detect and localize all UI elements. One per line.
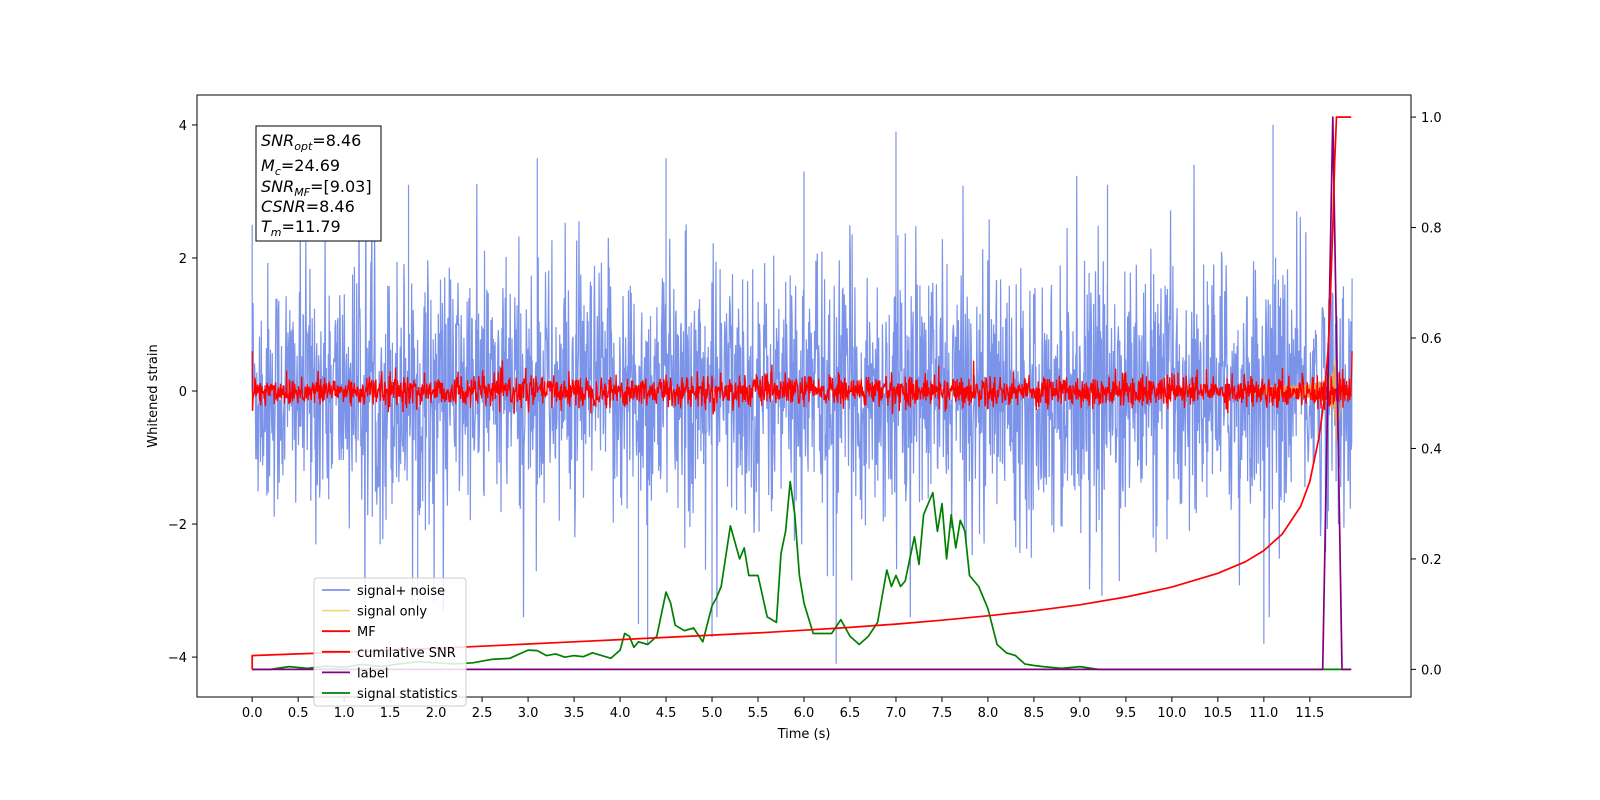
x-tick-label: 7.0 <box>886 706 907 721</box>
x-tick-label: 1.5 <box>380 706 401 721</box>
y-right-tick-label: 0.6 <box>1421 332 1442 347</box>
x-tick-label: 8.5 <box>1024 706 1045 721</box>
x-tick-label: 8.0 <box>978 706 999 721</box>
y-axis-left-ticks: −4 −2 0 2 4 <box>168 119 197 666</box>
series-signal-noise <box>251 164 1353 618</box>
textbox-line-snr-mf: SNRMF=[9.03] <box>261 177 372 199</box>
x-tick-label: 10.0 <box>1157 706 1186 721</box>
x-tick-label: 7.5 <box>932 706 953 721</box>
x-tick-label: 11.0 <box>1249 706 1278 721</box>
y-left-tick-label: −4 <box>168 651 187 666</box>
y-axis-label: Whitened strain <box>146 344 161 447</box>
x-tick-label: 0.5 <box>288 706 309 721</box>
x-tick-label: 9.0 <box>1070 706 1091 721</box>
info-textbox: SNRopt=8.46 Mc=24.69 SNRMF=[9.03] CSNR=8… <box>255 125 382 242</box>
x-tick-label: 6.0 <box>794 706 815 721</box>
y-left-tick-label: 0 <box>179 385 187 400</box>
legend-label: label <box>357 666 388 681</box>
textbox-line-snr-opt: SNRopt=8.46 <box>261 131 361 153</box>
x-tick-label: 0.0 <box>242 706 263 721</box>
x-tick-label: 6.5 <box>840 706 861 721</box>
y-axis-right-ticks: 0.0 0.2 0.4 0.6 0.8 1.0 <box>1411 111 1442 678</box>
series-layer <box>251 116 1353 671</box>
legend-label: signal only <box>357 605 427 620</box>
series-cumulative-snr <box>251 116 1352 670</box>
signal-noise-spikes <box>251 124 1274 664</box>
x-tick-label: 9.5 <box>1116 706 1137 721</box>
textbox-line-csnr: CSNR=8.46 <box>261 197 355 216</box>
series-label <box>252 116 1352 671</box>
legend-label: signal+ noise <box>357 584 445 599</box>
x-tick-label: 3.0 <box>518 706 539 721</box>
legend-label: MF <box>357 625 376 640</box>
x-tick-label: 5.0 <box>702 706 723 721</box>
y-right-tick-label: 1.0 <box>1421 111 1442 126</box>
textbox-line-tm: Tm=11.79 <box>261 217 341 239</box>
y-left-tick-label: −2 <box>168 518 187 533</box>
x-tick-label: 5.5 <box>748 706 769 721</box>
legend-label: signal statistics <box>357 687 458 702</box>
legend: signal+ noise signal only MF cumilative SNR… <box>313 577 467 707</box>
y-right-tick-label: 0.2 <box>1421 553 1442 568</box>
series-signal-statistics <box>252 480 1352 671</box>
textbox-line-mc: Mc=24.69 <box>261 156 340 178</box>
y-right-tick-label: 0.8 <box>1421 222 1442 237</box>
y-right-tick-label: 0.4 <box>1421 442 1442 457</box>
x-axis-ticks: 0.0 0.5 1.0 1.5 2.0 2.5 3.0 3.5 4.0 4.5 5.0 5.5 6.0 6… <box>242 697 1324 721</box>
x-tick-label: 4.0 <box>610 706 631 721</box>
y-right-tick-label: 0.0 <box>1421 663 1442 678</box>
series-mf <box>251 351 1353 415</box>
legend-label: cumilative SNR <box>357 646 456 661</box>
y-left-tick-label: 4 <box>179 119 187 134</box>
x-tick-label: 10.5 <box>1203 706 1232 721</box>
x-tick-label: 2.0 <box>426 706 447 721</box>
x-tick-label: 4.5 <box>656 706 677 721</box>
y-left-tick-label: 2 <box>179 252 187 267</box>
x-tick-label: 3.5 <box>564 706 585 721</box>
x-tick-label: 2.5 <box>472 706 493 721</box>
x-tick-label: 11.5 <box>1295 706 1324 721</box>
x-tick-label: 1.0 <box>334 706 355 721</box>
x-axis-label: Time (s) <box>777 727 831 742</box>
